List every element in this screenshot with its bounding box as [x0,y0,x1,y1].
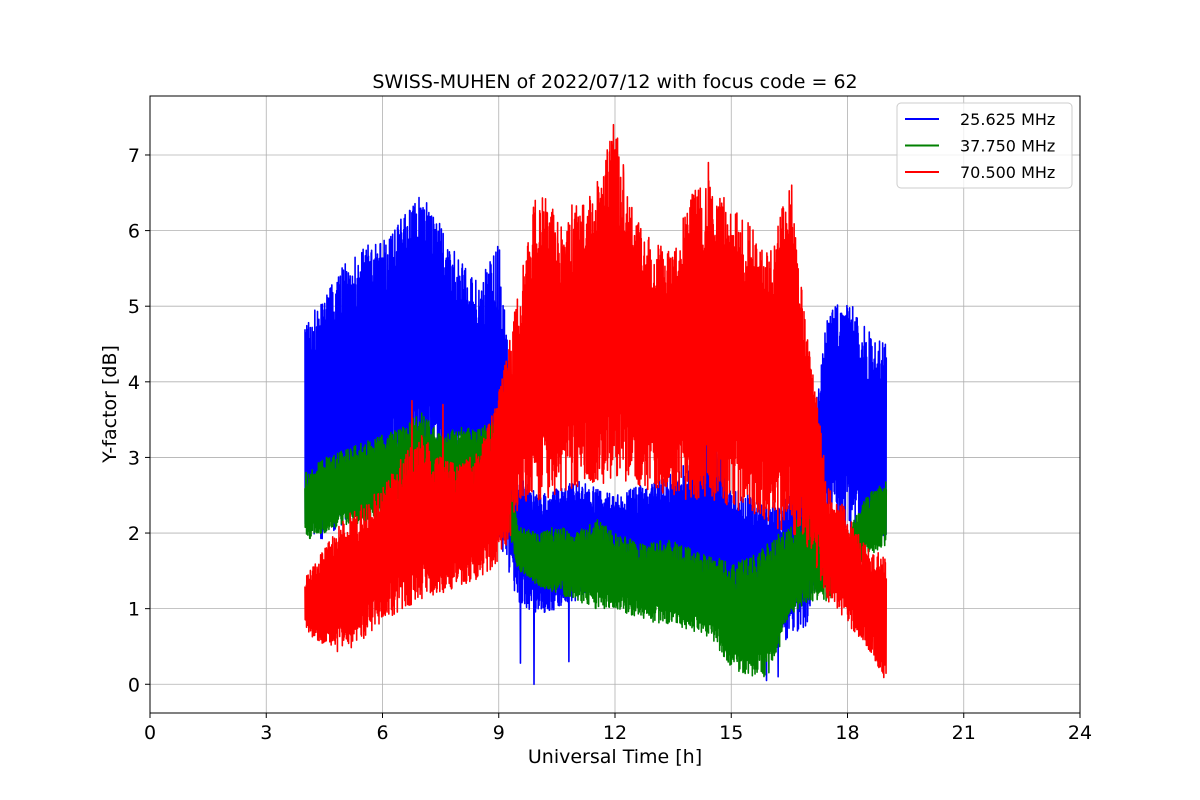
plot-area [149,95,1081,714]
y-tick-label: 0 [128,674,140,696]
y-axis-label: Y-factor [dB] [99,345,121,464]
y-tick-label: 4 [128,372,140,394]
y-axis: 0 1 2 3 4 5 6 7 [128,145,150,696]
legend: 25.625 MHz 37.750 MHz 70.500 MHz [896,102,1073,189]
x-tick-label: 12 [603,722,627,744]
series-line-25-625-mhz [304,196,888,686]
x-tick-label: 15 [719,722,743,744]
legend-label-37-750-mhz: 37.750 MHz [960,137,1055,156]
x-axis-label: Universal Time [h] [528,746,702,768]
x-tick-label: 24 [1068,722,1092,744]
series-layer [304,123,888,686]
x-axis: 0 3 6 9 12 15 18 21 24 [144,713,1092,744]
x-tick-label: 0 [144,722,156,744]
x-tick-label: 9 [493,722,505,744]
legend-label-25-625-mhz: 25.625 MHz [960,110,1055,129]
y-tick-label: 2 [128,523,140,545]
y-tick-label: 3 [128,447,140,469]
x-tick-label: 6 [376,722,388,744]
legend-label-70-500-mhz: 70.500 MHz [960,163,1055,182]
x-tick-label: 21 [952,722,976,744]
y-tick-label: 6 [128,221,140,243]
legend-frame [896,102,1073,189]
series-line-37-750-mhz [304,412,888,678]
y-tick-label: 1 [128,599,140,621]
y-tick-label: 7 [128,145,140,167]
x-tick-label: 18 [835,722,859,744]
series-line-70-500-mhz [304,123,888,679]
x-tick-label: 3 [260,722,272,744]
y-tick-label: 5 [128,296,140,318]
chart-title: SWISS-MUHEN of 2022/07/12 with focus cod… [372,71,857,93]
